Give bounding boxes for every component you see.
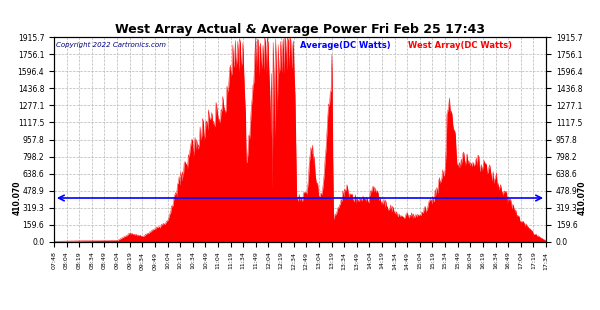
Text: Average(DC Watts): Average(DC Watts) xyxy=(300,41,391,50)
Text: Copyright 2022 Cartronics.com: Copyright 2022 Cartronics.com xyxy=(56,42,166,48)
Title: West Array Actual & Average Power Fri Feb 25 17:43: West Array Actual & Average Power Fri Fe… xyxy=(115,23,485,36)
Text: 410.070: 410.070 xyxy=(13,181,22,215)
Text: 410.070: 410.070 xyxy=(578,181,587,215)
Text: West Array(DC Watts): West Array(DC Watts) xyxy=(408,41,512,50)
